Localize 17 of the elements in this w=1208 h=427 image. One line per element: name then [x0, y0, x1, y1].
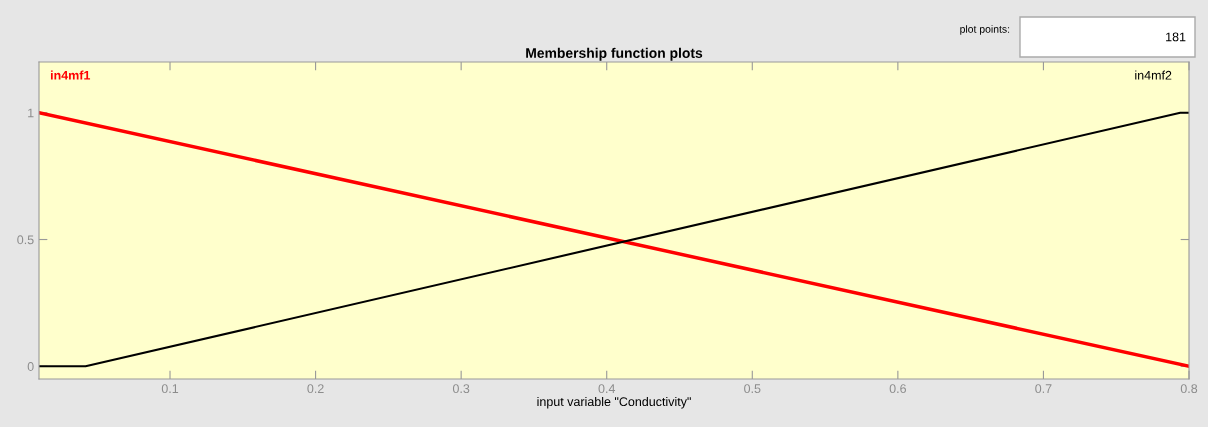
x-tick-label: 0.6 [889, 384, 906, 394]
y-tick-label: 1 [28, 108, 34, 118]
x-axis-title: input variable "Conductivity" [537, 396, 691, 409]
text: plot points: [960, 25, 1010, 35]
text: 181 [1166, 32, 1186, 42]
x-tick-label: 0.2 [307, 384, 324, 394]
x-tick-label: 0.7 [1035, 384, 1052, 394]
y-tick-label: 0 [27, 362, 34, 371]
text: in4mf2 [1135, 70, 1172, 80]
chart-title: Membership function plots [526, 47, 703, 61]
x-tick-label: 0.5 [744, 384, 761, 394]
x-tick-label: 0.1 [161, 384, 179, 394]
y-tick-label: 0.5 [17, 235, 34, 245]
x-tick-label: 0.3 [452, 384, 470, 394]
text: in4mf1 [50, 70, 91, 80]
x-tick-label: 0.4 [598, 384, 616, 394]
x-tick-label: 0.8 [1180, 384, 1198, 394]
